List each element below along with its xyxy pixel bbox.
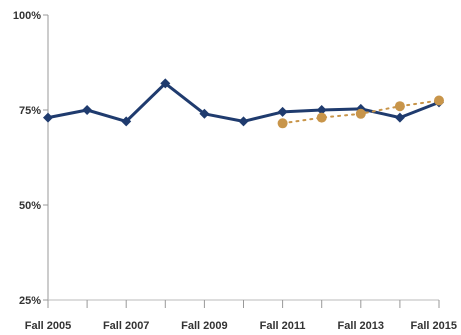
series-0-point xyxy=(394,112,405,123)
series-0-point xyxy=(199,108,210,119)
series-1-point xyxy=(394,101,405,112)
series-0-point xyxy=(277,106,288,117)
x-tick-label: Fall 2013 xyxy=(338,320,384,332)
series-0-point xyxy=(121,116,132,127)
series-0-point xyxy=(82,105,93,115)
x-tick-label: Fall 2015 xyxy=(411,320,457,332)
series-1-point xyxy=(277,118,288,129)
y-tick-label: 50% xyxy=(19,200,41,212)
series-1-point xyxy=(316,112,327,123)
series-0-point xyxy=(316,105,327,115)
series-1-point xyxy=(434,95,444,106)
series-0-point xyxy=(238,116,249,127)
series-0-line xyxy=(46,81,441,123)
axes xyxy=(43,14,440,308)
y-tick-label: 100% xyxy=(13,10,41,22)
series-0-point xyxy=(160,78,171,89)
x-tick-label: Fall 2007 xyxy=(103,320,149,332)
series-layer xyxy=(43,78,444,129)
x-tick-label: Fall 2009 xyxy=(181,320,227,332)
series-0-point xyxy=(43,112,53,123)
y-tick-label: 75% xyxy=(19,105,41,117)
y-tick-label: 25% xyxy=(19,295,41,307)
series-1-point xyxy=(355,108,366,119)
x-tick-label: Fall 2011 xyxy=(260,320,306,332)
labels-layer: 25% 50% 75% 100% Fall 2005 Fall 2007 Fall 2009… xyxy=(13,10,457,332)
x-tick-label: Fall 2005 xyxy=(25,320,71,332)
